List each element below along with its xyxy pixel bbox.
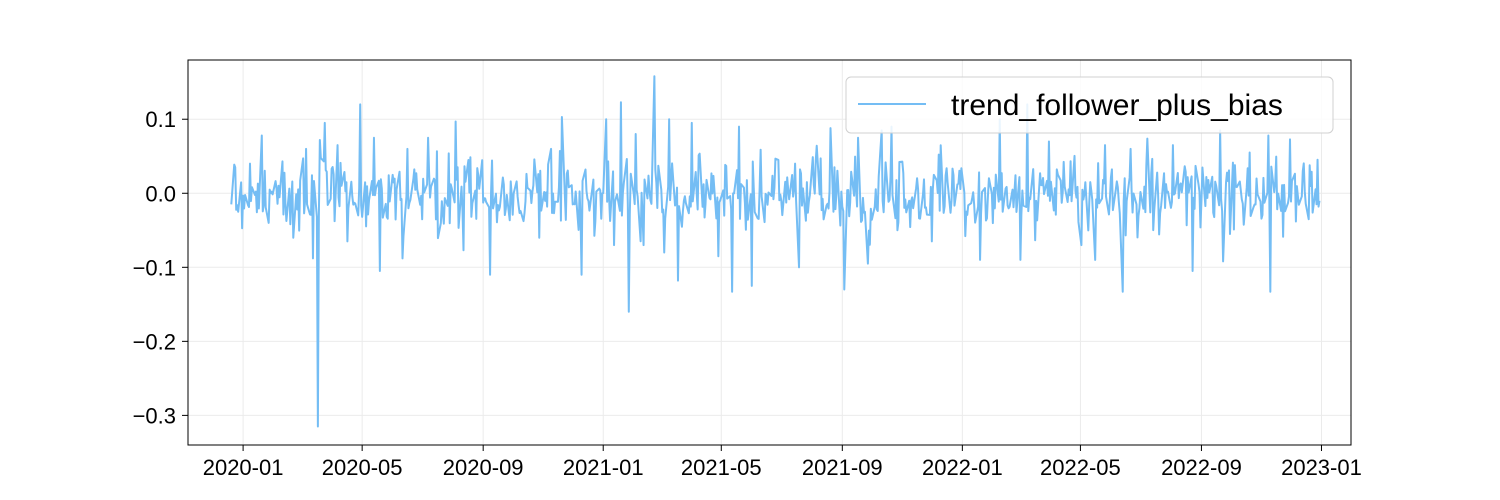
x-tick-label: 2022-09 [1161, 455, 1242, 480]
x-tick-label: 2023-01 [1281, 455, 1362, 480]
x-tick-label: 2021-01 [563, 455, 644, 480]
y-tick-label: 0.0 [145, 181, 176, 206]
x-tick-label: 2022-05 [1040, 455, 1121, 480]
x-tick-label: 2021-05 [681, 455, 762, 480]
y-tick-label: −0.1 [133, 255, 176, 280]
series-line-trend-follower-plus-bias [230, 75, 1321, 428]
x-tick-label: 2021-09 [802, 455, 883, 480]
x-tick-label: 2020-05 [322, 455, 403, 480]
series-layer [230, 75, 1321, 428]
y-tick-label: −0.3 [133, 403, 176, 428]
y-tick-label: −0.2 [133, 329, 176, 354]
y-tick-label: 0.1 [145, 107, 176, 132]
x-tick-label: 2022-01 [922, 455, 1003, 480]
x-tick-label: 2020-01 [203, 455, 284, 480]
legend-box [845, 76, 1334, 134]
legend: trend_follower_plus_bias [845, 76, 1334, 134]
plot-frame [187, 59, 1352, 446]
x-tick-label: 2020-09 [443, 455, 524, 480]
y-axis: 0.1 0.0 −0.1 −0.2 −0.3 [133, 107, 188, 428]
x-axis: 2020-01 2020-05 2020-09 2021-01 2021-05 2021-… [203, 445, 1362, 480]
legend-label: trend_follower_plus_bias [951, 89, 1283, 122]
